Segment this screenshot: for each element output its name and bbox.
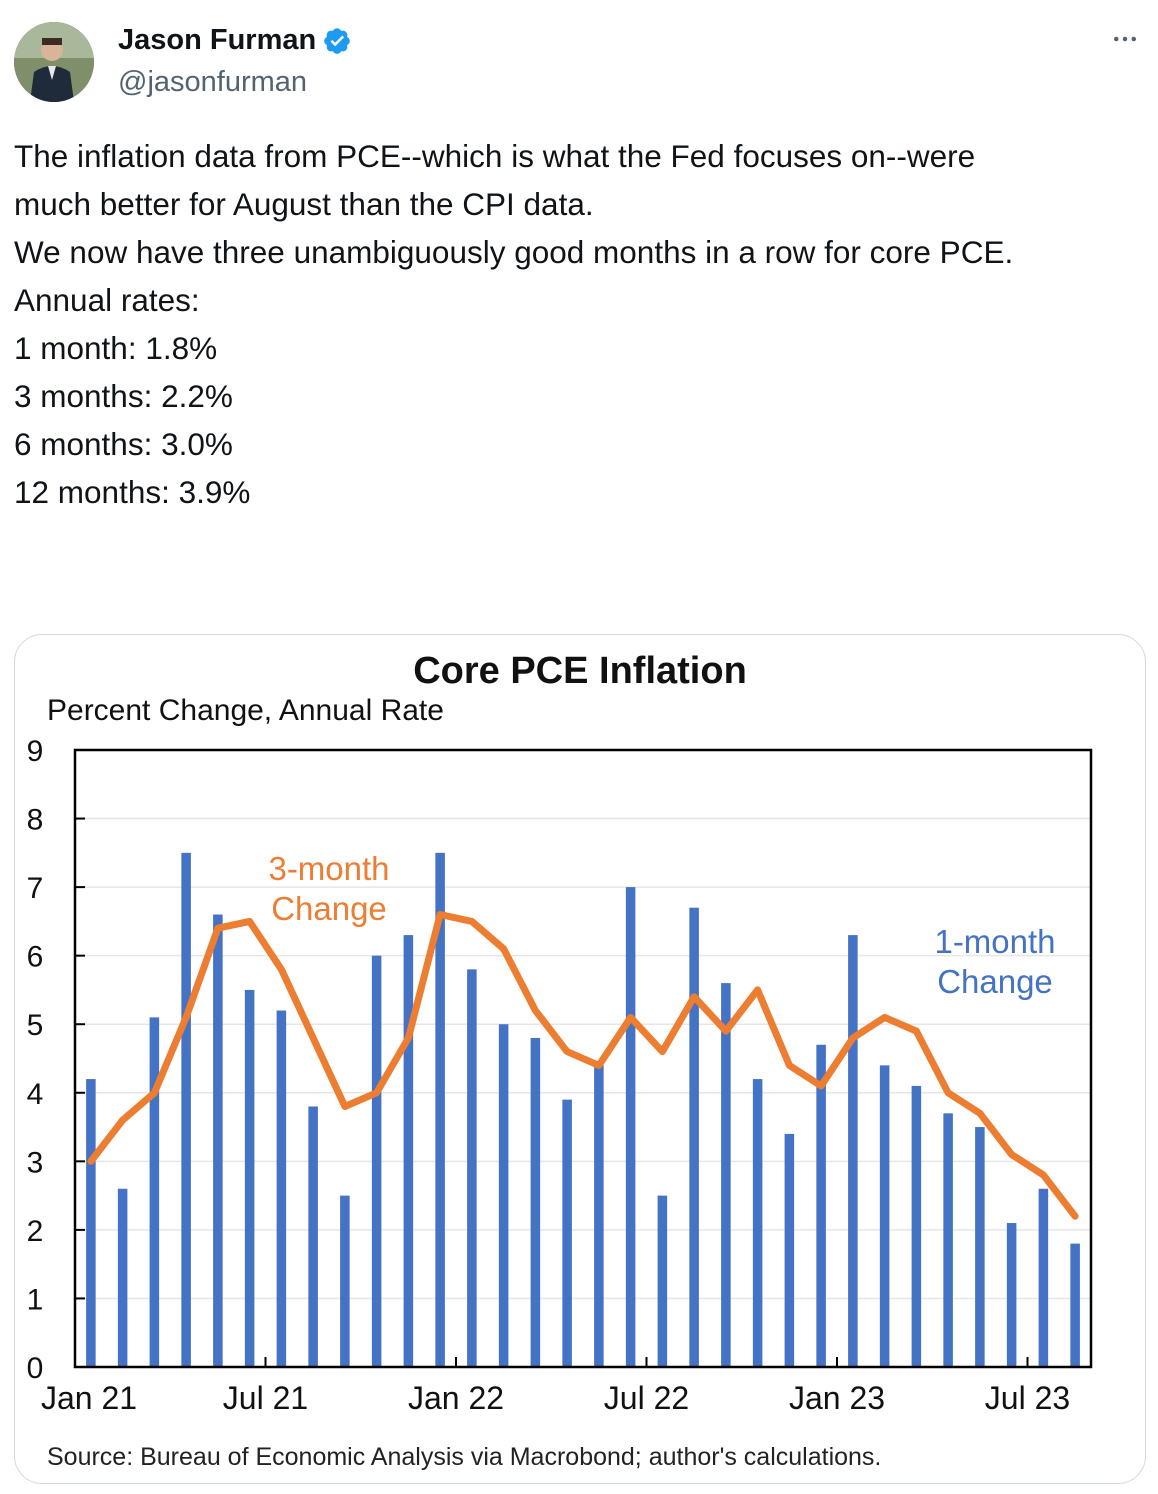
bar-1-month-oct-22 — [752, 1079, 763, 1367]
x-tick-label: Jan 22 — [408, 1380, 504, 1416]
annotation-1-month-change: Change — [937, 963, 1053, 1000]
y-tick-label: 7 — [27, 872, 44, 905]
tweet-line: The inflation data from PCE--which is wh… — [14, 138, 976, 174]
more-horizontal-icon[interactable] — [1110, 24, 1140, 54]
tweet-line: much better for August than the CPI data… — [14, 186, 594, 222]
avatar[interactable] — [14, 22, 94, 102]
avatar-image — [14, 22, 94, 102]
chart-y-axis-label: Percent Change, Annual Rate — [47, 694, 444, 727]
bar-1-month-mar-22 — [530, 1037, 541, 1367]
x-axis-ticks: Jan 21 Jul 21 Jan 22 Jul 22 Jan 23 Jul 23 — [41, 1357, 1070, 1416]
tweet-line: 3 months: 2.2% — [14, 378, 233, 414]
line-3-month-change — [87, 911, 1079, 1220]
bar-1-month-jan-23 — [848, 935, 858, 1367]
bar-series-1-month — [86, 852, 1080, 1367]
bar-1-month-sep-21 — [340, 1195, 350, 1367]
bar-1-month-apr-23 — [943, 1113, 953, 1367]
verified-badge-icon — [324, 27, 351, 54]
x-tick-label: Jul 21 — [223, 1380, 308, 1416]
plot-frame — [73, 748, 1093, 1369]
bar-1-month-feb-23 — [879, 1065, 890, 1367]
bar-1-month-feb-22 — [498, 1024, 509, 1367]
author-handle[interactable]: @jasonfurman — [118, 66, 308, 98]
bar-1-month-jun-22 — [625, 887, 636, 1367]
y-tick-label: 4 — [27, 1078, 44, 1111]
bar-1-month-dec-21 — [435, 852, 445, 1367]
bar-1-month-mar-23 — [911, 1085, 922, 1367]
bar-1-month-may-22 — [594, 1065, 604, 1367]
bar-1-month-may-23 — [975, 1127, 985, 1367]
x-tick-label: Jul 22 — [604, 1380, 689, 1416]
core-pce-chart: Core PCE Inflation Percent Change, Annua… — [27, 650, 1093, 1471]
bar-1-month-jul-21 — [276, 1010, 287, 1367]
bar-1-month-jan-22 — [467, 969, 477, 1367]
author-display-name[interactable]: Jason Furman — [118, 24, 317, 56]
chart-source-note: Source: Bureau of Economic Analysis via … — [47, 1443, 881, 1471]
chart-gridlines — [75, 817, 1091, 1300]
bar-1-month-aug-23 — [1070, 1243, 1080, 1367]
bar-1-month-aug-22 — [689, 907, 699, 1367]
bar-1-month-dec-22 — [816, 1044, 826, 1367]
y-tick-label: 9 — [27, 735, 44, 768]
y-tick-label: 0 — [27, 1352, 44, 1385]
tweet-line: 12 months: 3.9% — [14, 474, 251, 510]
bar-1-month-apr-21 — [181, 852, 191, 1367]
x-tick-label: Jan 23 — [789, 1380, 885, 1416]
bar-1-month-apr-22 — [562, 1099, 572, 1367]
annotation-3-month-change: Change — [271, 890, 387, 927]
annotation-3-month-change: 3-month — [268, 850, 389, 887]
tweet-line: 1 month: 1.8% — [14, 330, 218, 366]
line-series-3-month — [87, 911, 1079, 1220]
bar-1-month-sep-22 — [721, 983, 731, 1367]
y-tick-label: 8 — [27, 804, 44, 837]
bar-1-month-jun-23 — [1006, 1223, 1017, 1367]
bar-1-month-jul-23 — [1038, 1188, 1049, 1367]
annotation-1-month-change: 1-month — [934, 923, 1055, 960]
y-tick-label: 3 — [27, 1146, 44, 1179]
bar-1-month-nov-21 — [403, 935, 414, 1367]
chart-title: Core PCE Inflation — [413, 650, 747, 692]
y-tick-label: 6 — [27, 941, 44, 974]
y-axis-ticks: 0 1 2 3 4 5 6 7 8 9 — [27, 735, 85, 1385]
bar-1-month-feb-21 — [117, 1188, 128, 1367]
tweet-text: The inflation data from PCE--which is wh… — [14, 132, 1134, 516]
y-tick-label: 1 — [27, 1283, 44, 1316]
tweet-line: We now have three unambiguously good mon… — [14, 234, 1014, 270]
bar-1-month-aug-21 — [308, 1106, 318, 1367]
bar-1-month-may-21 — [213, 914, 223, 1367]
tweet-line: 6 months: 3.0% — [14, 426, 233, 462]
x-tick-label: Jul 23 — [985, 1380, 1070, 1416]
bar-1-month-oct-21 — [371, 955, 382, 1367]
tweet-media-chart[interactable]: Core PCE Inflation Percent Change, Annua… — [14, 634, 1146, 1484]
y-tick-label: 2 — [27, 1215, 44, 1248]
tweet-line: Annual rates: — [14, 282, 200, 318]
bar-1-month-jun-21 — [244, 989, 255, 1367]
bar-1-month-mar-21 — [149, 1017, 160, 1367]
x-tick-label: Jan 21 — [41, 1380, 137, 1416]
bar-1-month-nov-22 — [784, 1133, 795, 1367]
y-tick-label: 5 — [27, 1009, 44, 1042]
bar-1-month-jan-21 — [86, 1079, 96, 1367]
bar-1-month-jul-22 — [657, 1195, 668, 1367]
